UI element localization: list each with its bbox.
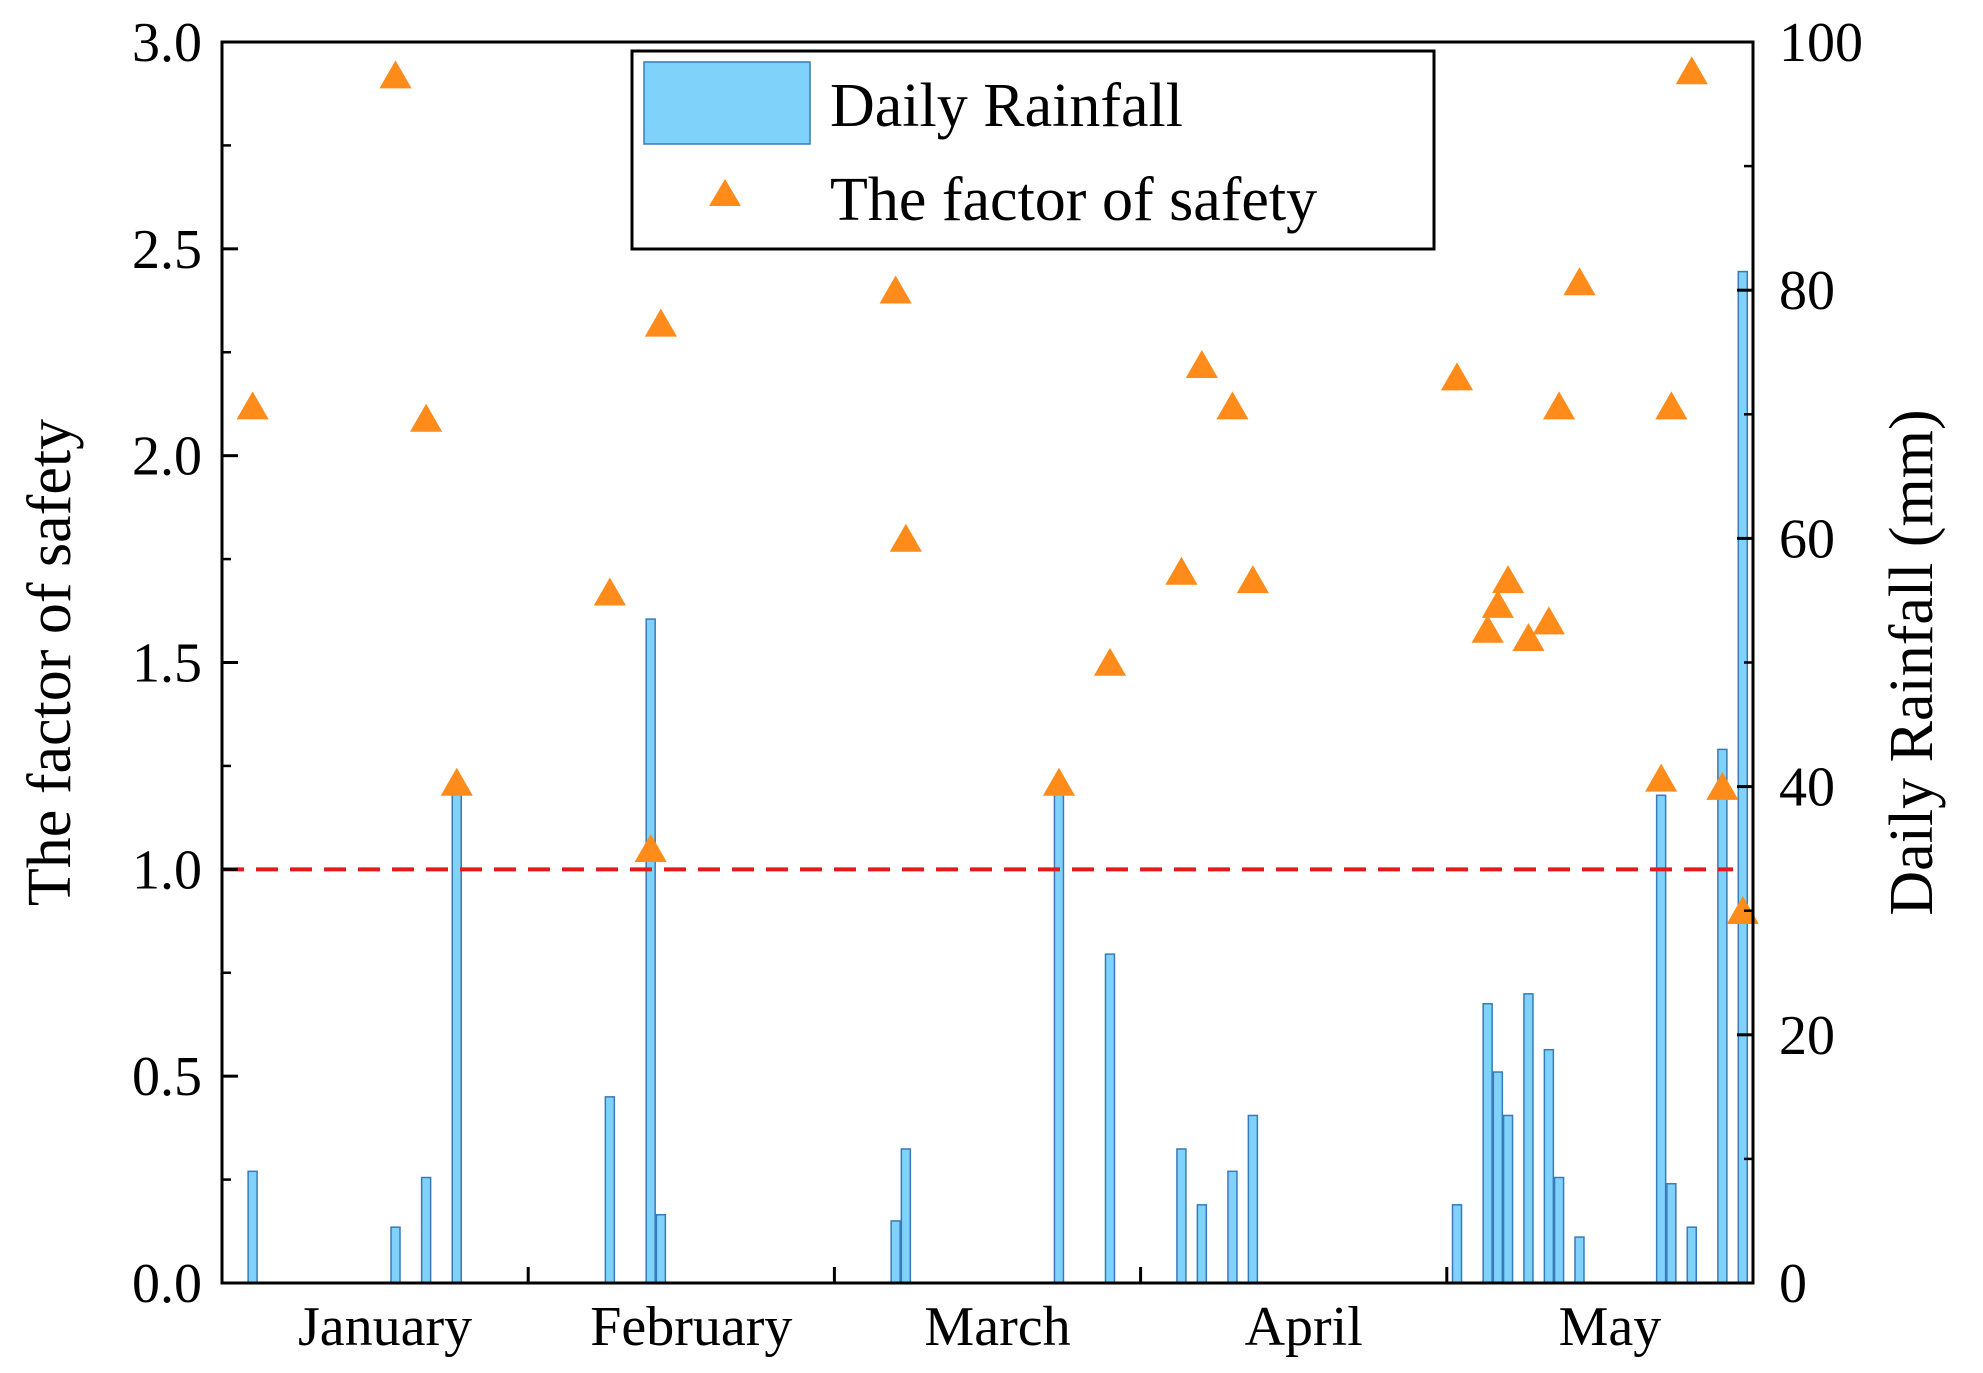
safety-marker-10	[1093, 647, 1127, 676]
safety-marker-27	[1726, 896, 1759, 924]
safety-marker-19	[1512, 622, 1545, 651]
rainfall-bar-18	[1502, 1114, 1514, 1284]
rainfall-bar-6	[655, 1213, 667, 1284]
safety-markers	[236, 56, 1759, 924]
safety-marker-21	[1542, 391, 1576, 420]
safety-marker-0	[236, 391, 269, 420]
safety-marker-23	[1645, 763, 1678, 792]
month-label-april: April	[1245, 1296, 1363, 1358]
rainfall-bar-0	[247, 1170, 258, 1284]
left-tick-label-4: 2.0	[132, 426, 202, 488]
safety-marker-6	[644, 308, 677, 337]
rainfall-bar-21	[1553, 1176, 1565, 1284]
rainfall-bar-10	[1104, 953, 1116, 1284]
safety-marker-5	[634, 833, 667, 862]
rainfall-bar-27	[1737, 270, 1749, 1284]
axes: 0.0 0.5 1.0 1.5 2.0 2.5 3.0 0 20 40 60 80 100 January…	[16, 12, 1946, 1358]
right-tick-label-0: 0	[1779, 1253, 1807, 1315]
rainfall-bar-20	[1543, 1048, 1555, 1284]
rainfall-bar-7	[890, 1220, 901, 1284]
right-axis-title: Daily Rainfall (mm)	[1878, 409, 1946, 915]
rainfall-bar-17	[1492, 1071, 1504, 1284]
rainfall-bars	[247, 270, 1749, 1284]
safety-marker-17	[1481, 589, 1514, 618]
left-tick-label-0: 0.0	[132, 1253, 202, 1315]
rainfall-bar-15	[1451, 1204, 1463, 1284]
safety-marker-1	[379, 60, 412, 89]
left-tick-label-1: 0.5	[132, 1046, 202, 1108]
month-label-may: May	[1559, 1296, 1662, 1358]
safety-marker-20	[1532, 606, 1565, 635]
safety-marker-9	[1042, 767, 1076, 796]
safety-marker-16	[1471, 614, 1504, 643]
rainfall-bar-2	[420, 1176, 432, 1284]
left-tick-label-5: 2.5	[132, 219, 202, 281]
right-tick-label-5: 100	[1779, 12, 1863, 74]
left-tick-label-6: 3.0	[132, 12, 202, 74]
month-label-february: February	[590, 1296, 792, 1358]
right-tick-label-1: 20	[1779, 1005, 1835, 1067]
rainfall-bar-26	[1717, 748, 1728, 1284]
left-tick-label-2: 1.0	[132, 839, 202, 901]
rainfall-bar-8	[900, 1148, 912, 1284]
legend-marker-swatch	[709, 179, 741, 206]
legend-bar-swatch	[643, 61, 811, 145]
rainfall-bar-22	[1574, 1236, 1585, 1284]
rainfall-bar-5	[645, 618, 656, 1284]
legend: Daily Rainfall The factor of safety	[630, 49, 1436, 251]
rainfall-bar-14	[1247, 1114, 1259, 1284]
rainfall-bar-24	[1666, 1182, 1677, 1284]
safety-marker-12	[1185, 349, 1218, 378]
rainfall-bar-12	[1196, 1204, 1208, 1284]
rainfall-bar-19	[1523, 993, 1534, 1284]
rainfall-bar-13	[1227, 1170, 1238, 1284]
safety-marker-15	[1440, 362, 1474, 391]
right-tick-label-2: 40	[1779, 757, 1835, 819]
month-label-january: January	[298, 1296, 472, 1358]
rainfall-bar-4	[604, 1096, 616, 1284]
legend-safety-label: The factor of safety	[830, 166, 1317, 234]
rainfall-bar-11	[1176, 1148, 1187, 1284]
rainfall-bar-16	[1482, 1003, 1493, 1284]
left-axis-title: The factor of safety	[16, 419, 84, 906]
safety-marker-24	[1655, 391, 1688, 420]
right-tick-label-3: 60	[1779, 508, 1835, 570]
rainfall-bar-25	[1686, 1226, 1698, 1284]
safety-marker-2	[410, 403, 443, 432]
rainfall-bar-9	[1053, 785, 1065, 1284]
safety-marker-26	[1706, 771, 1739, 800]
right-tick-label-4: 80	[1779, 260, 1835, 322]
safety-marker-14	[1236, 565, 1269, 594]
safety-marker-4	[593, 577, 626, 606]
safety-marker-22	[1563, 267, 1596, 296]
left-tick-label-3: 1.5	[132, 633, 202, 695]
rainfall-bar-1	[390, 1226, 401, 1284]
safety-marker-11	[1165, 556, 1198, 585]
safety-marker-25	[1675, 56, 1708, 85]
safety-marker-8	[889, 523, 922, 552]
safety-marker-3	[440, 767, 473, 796]
legend-rainfall-label: Daily Rainfall	[830, 72, 1183, 140]
safety-marker-18	[1491, 565, 1525, 594]
rainfall-bar-3	[451, 785, 463, 1284]
safety-marker-7	[879, 275, 912, 304]
month-label-march: March	[924, 1296, 1070, 1358]
safety-marker-13	[1216, 391, 1249, 420]
